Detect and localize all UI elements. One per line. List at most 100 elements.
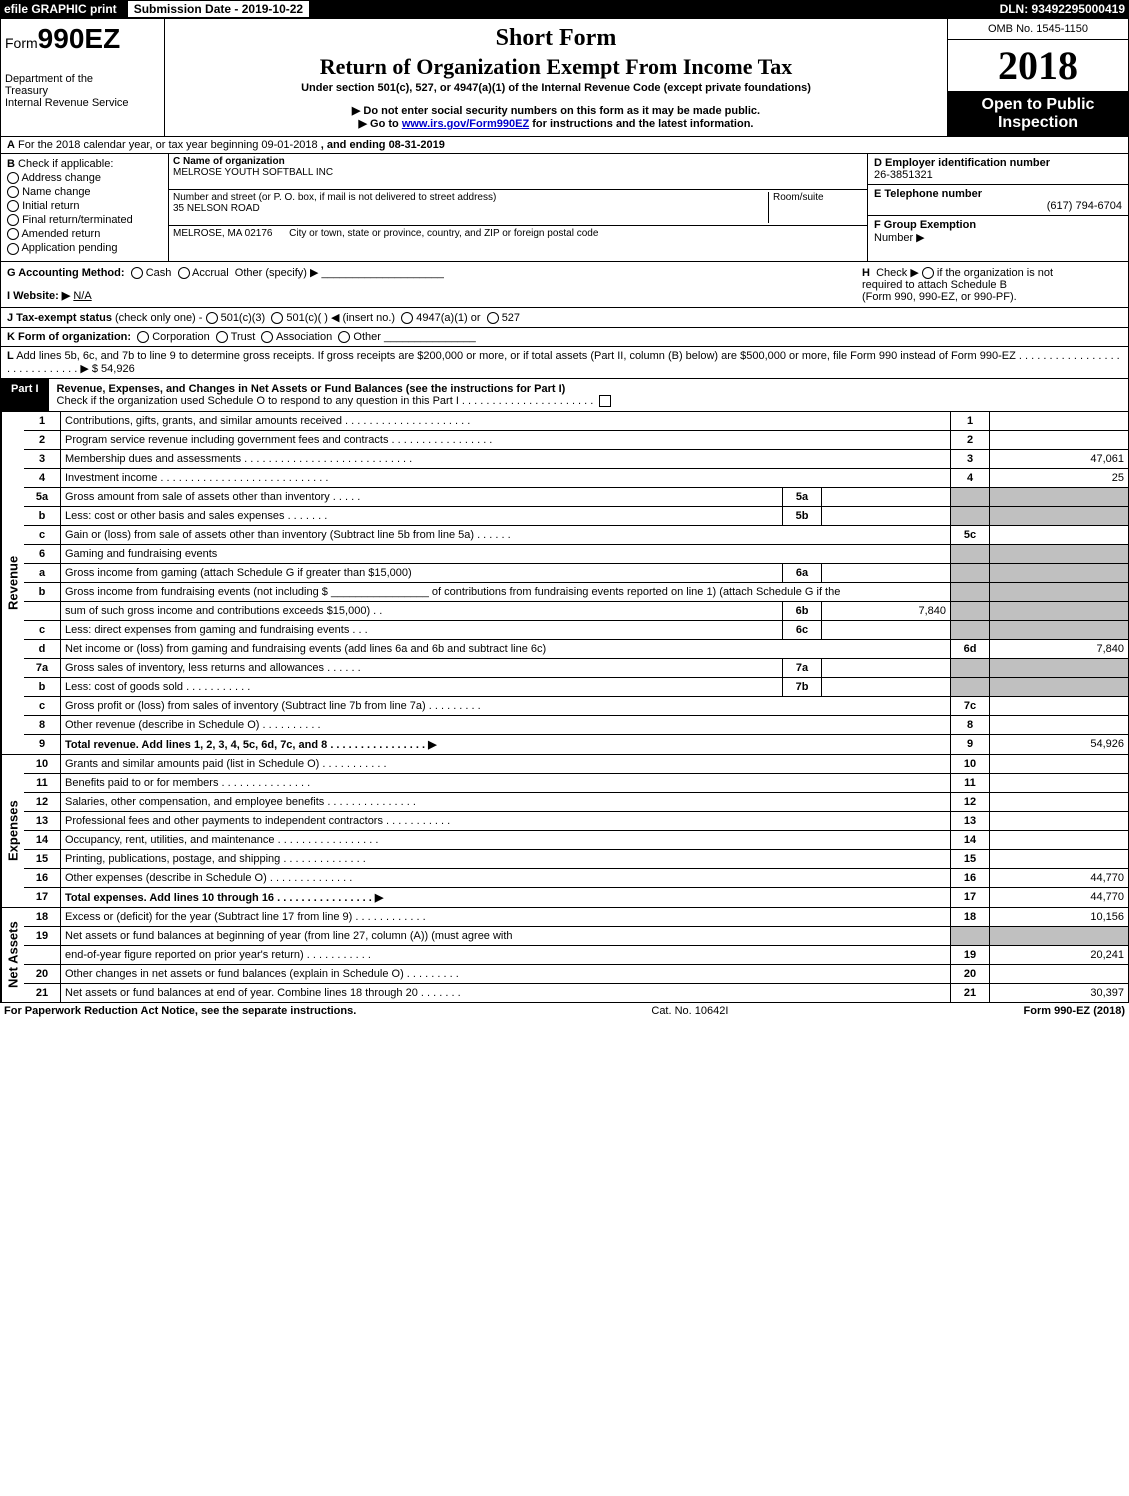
row-num: 14 (24, 830, 61, 849)
part-1-header: Part I Revenue, Expenses, and Changes in… (0, 379, 1129, 412)
row-num: c (24, 620, 61, 639)
row-desc: Less: direct expenses from gaming and fu… (61, 620, 783, 639)
accrual-label: Accrual (192, 267, 229, 279)
check-initial-return[interactable]: Initial return (7, 200, 162, 212)
j-o4: 527 (502, 312, 520, 324)
row-rnum: 2 (951, 430, 990, 449)
website-value: N/A (73, 290, 91, 302)
row-value (990, 773, 1129, 792)
row-value (990, 830, 1129, 849)
j-501c-radio[interactable] (271, 312, 283, 324)
check-label: Application pending (21, 242, 117, 254)
h-checkbox[interactable] (922, 267, 934, 279)
row-num (24, 601, 61, 620)
row-desc: Program service revenue including govern… (61, 430, 951, 449)
row-value (990, 412, 1129, 431)
row-rnum: 6d (951, 639, 990, 658)
irs-link[interactable]: www.irs.gov/Form990EZ (402, 118, 529, 130)
table-row: b Less: cost or other basis and sales ex… (24, 506, 1128, 525)
row-rnum: 18 (951, 908, 990, 927)
row-midval: 7,840 (822, 601, 951, 620)
row-rnum: 13 (951, 811, 990, 830)
row-desc: Total revenue. Add lines 1, 2, 3, 4, 5c,… (61, 734, 951, 754)
check-application-pending[interactable]: Application pending (7, 242, 162, 254)
check-address-change[interactable]: Address change (7, 172, 162, 184)
row-value: 44,770 (990, 868, 1129, 887)
part-1-check-text: Check if the organization used Schedule … (57, 395, 594, 407)
line-j: J Tax-exempt status (check only one) - 5… (0, 308, 1129, 328)
check-name-change[interactable]: Name change (7, 186, 162, 198)
check-final-return[interactable]: Final return/terminated (7, 214, 162, 226)
open-inspection: Open to Public Inspection (948, 92, 1128, 136)
j-501c3-radio[interactable] (206, 312, 218, 324)
row-value-shade (990, 677, 1129, 696)
row-rnum-shade (951, 926, 990, 945)
row-value (990, 849, 1129, 868)
row-rnum-shade (951, 544, 990, 563)
cash-radio[interactable] (131, 267, 143, 279)
gh-block: G Accounting Method: Cash Accrual Other … (0, 262, 1129, 308)
form-title: Short Form (171, 25, 941, 52)
row-rnum: 5c (951, 525, 990, 544)
row-desc: Investment income . . . . . . . . . . . … (61, 468, 951, 487)
box-d-e-f: D Employer identification number 26-3851… (867, 154, 1128, 261)
row-num: 9 (24, 734, 61, 754)
row-midval (822, 620, 951, 639)
row-num: 17 (24, 887, 61, 907)
row-rnum-shade (951, 506, 990, 525)
open-line2: Inspection (998, 114, 1078, 131)
row-num: c (24, 525, 61, 544)
part-1-checkbox[interactable] (599, 395, 611, 407)
row-rnum: 10 (951, 755, 990, 774)
h-text3: (Form 990, 990-EZ, or 990-PF). (862, 291, 1017, 303)
city-row: MELROSE, MA 02176 City or town, state or… (169, 226, 867, 261)
table-row: d Net income or (loss) from gaming and f… (24, 639, 1128, 658)
row-midnum: 5a (783, 487, 822, 506)
row-value: 7,840 (990, 639, 1129, 658)
k-o3: Association (276, 331, 332, 343)
ein-row: D Employer identification number 26-3851… (868, 154, 1128, 185)
phone-value: (617) 794-6704 (874, 200, 1122, 212)
row-value-shade (990, 487, 1129, 506)
row-num: 11 (24, 773, 61, 792)
dept-line1: Department of the (5, 73, 93, 85)
row-num (24, 945, 61, 964)
form-number: Form990EZ (5, 23, 160, 55)
dept-line2: Treasury (5, 85, 48, 97)
omb-number: OMB No. 1545-1150 (948, 19, 1128, 40)
row-value (990, 755, 1129, 774)
table-row: 9 Total revenue. Add lines 1, 2, 3, 4, 5… (24, 734, 1128, 754)
k-other-radio[interactable] (338, 331, 350, 343)
k-assoc-radio[interactable] (261, 331, 273, 343)
f-label: F Group Exemption (874, 219, 976, 231)
department-label: Department of the Treasury Internal Reve… (5, 73, 160, 109)
row-rnum: 8 (951, 715, 990, 734)
row-num: 13 (24, 811, 61, 830)
table-row: 4 Investment income . . . . . . . . . . … (24, 468, 1128, 487)
room-label: Room/suite (773, 192, 824, 203)
d-label: D Employer identification number (874, 157, 1050, 169)
row-num: 18 (24, 908, 61, 927)
accrual-radio[interactable] (178, 267, 190, 279)
note2-post: for instructions and the latest informat… (529, 118, 753, 130)
h-text2: required to attach Schedule B (862, 279, 1007, 291)
row-desc: Salaries, other compensation, and employ… (61, 792, 951, 811)
row-desc: Printing, publications, postage, and shi… (61, 849, 951, 868)
row-rnum: 9 (951, 734, 990, 754)
netassets-table: 18 Excess or (deficit) for the year (Sub… (24, 908, 1128, 1002)
table-row: end-of-year figure reported on prior yea… (24, 945, 1128, 964)
table-row: 1 Contributions, gifts, grants, and simi… (24, 412, 1128, 431)
k-corp-radio[interactable] (137, 331, 149, 343)
check-amended-return[interactable]: Amended return (7, 228, 162, 240)
j-o1: 501(c)(3) (221, 312, 266, 324)
row-rnum: 15 (951, 849, 990, 868)
row-rnum: 20 (951, 964, 990, 983)
part-1-title-text: Revenue, Expenses, and Changes in Net As… (57, 383, 566, 395)
k-trust-radio[interactable] (216, 331, 228, 343)
table-row: c Less: direct expenses from gaming and … (24, 620, 1128, 639)
row-desc: Benefits paid to or for members . . . . … (61, 773, 951, 792)
row-desc: Other revenue (describe in Schedule O) .… (61, 715, 951, 734)
j-527-radio[interactable] (487, 312, 499, 324)
row-num: 10 (24, 755, 61, 774)
j-4947-radio[interactable] (401, 312, 413, 324)
